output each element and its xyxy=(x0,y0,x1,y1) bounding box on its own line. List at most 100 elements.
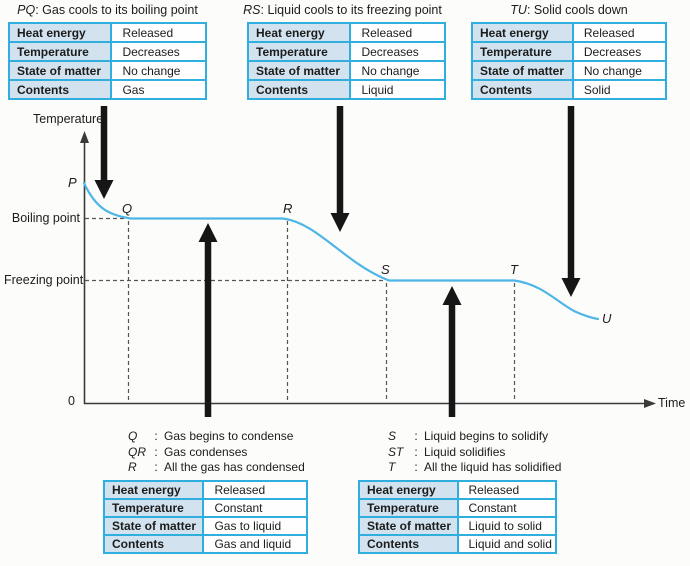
title-rest-tu: : Solid cools down xyxy=(526,3,628,17)
title-abbr-rs: RS xyxy=(243,3,261,17)
table-title-rs: RS: Liquid cools to its freezing point xyxy=(243,3,442,17)
point-label-t: T xyxy=(510,262,518,277)
table-tu-value: Released xyxy=(571,22,668,43)
point-label-s: S xyxy=(381,262,390,277)
point-label-p: P xyxy=(68,175,77,190)
table-qr-label: Contents xyxy=(102,534,205,554)
table-st: Heat energy Released Temperature Constant … xyxy=(358,480,557,554)
note-t: T: All the liquid has solidified xyxy=(388,460,561,476)
table-rs: Heat energy Released Temperature Decreases… xyxy=(246,22,446,100)
dashed-lines xyxy=(85,217,516,402)
note-key: T xyxy=(388,460,396,474)
table-qr-value: Constant xyxy=(202,498,308,518)
table-st-label: Contents xyxy=(358,534,459,554)
table-tu-value: No change xyxy=(571,60,668,81)
note-text: Gas condenses xyxy=(164,444,248,459)
table-tu-label: Heat energy xyxy=(471,22,574,43)
table-pq-value: Decreases xyxy=(110,41,207,62)
table-st-value: Released xyxy=(456,480,557,500)
title-rest-rs: : Liquid cools to its freezing point xyxy=(260,3,442,17)
table-rs-label: Contents xyxy=(246,79,352,100)
table-qr-value: Gas to liquid xyxy=(202,516,308,536)
table-pq-label: Heat energy xyxy=(7,22,113,43)
table-pq-value: Gas xyxy=(110,79,207,100)
point-label-u: U xyxy=(602,311,612,326)
cooling-curve xyxy=(82,181,600,321)
table-rs-value: Liquid xyxy=(349,79,446,100)
note-r: R: All the gas has condensed xyxy=(128,460,305,476)
table-st-label: Temperature xyxy=(358,498,459,518)
title-abbr-tu: TU xyxy=(510,3,527,17)
table-pq-label: Temperature xyxy=(7,41,113,62)
table-pq-value: No change xyxy=(110,60,207,81)
notes-condensation: Q: Gas begins to condense QR: Gas condense… xyxy=(128,429,305,476)
table-st-value: Constant xyxy=(456,498,557,518)
note-text: Gas begins to condense xyxy=(164,429,294,443)
table-pq-value: Released xyxy=(110,22,207,43)
freezing-point-label: Freezing point xyxy=(4,273,84,287)
arrow-up-qr xyxy=(198,223,218,417)
table-qr-value: Gas and liquid xyxy=(202,534,308,554)
note-text: All the liquid has solidified xyxy=(424,460,562,474)
arrow-down-rs xyxy=(330,106,350,232)
table-pq: Heat energy Released Temperature Decreases… xyxy=(7,22,207,100)
title-rest-pq: : Gas cools to its boiling point xyxy=(35,3,198,17)
table-rs-value: Decreases xyxy=(349,41,446,62)
note-colon: : xyxy=(414,444,418,459)
note-colon: : xyxy=(154,444,158,459)
table-st-label: Heat energy xyxy=(358,480,459,500)
table-st-value: Liquid and solid xyxy=(456,534,557,554)
table-rs-label: State of matter xyxy=(246,60,352,81)
table-tu-label: Temperature xyxy=(471,41,574,62)
table-rs-value: No change xyxy=(349,60,446,81)
table-qr-label: State of matter xyxy=(102,516,205,536)
note-text: Liquid begins to solidify xyxy=(424,429,549,443)
table-tu-value: Decreases xyxy=(571,41,668,62)
note-colon: : xyxy=(414,460,418,474)
table-pq-label: Contents xyxy=(7,79,113,100)
note-key: Q xyxy=(128,429,138,443)
x-axis-title: Time xyxy=(658,396,686,410)
table-tu-label: State of matter xyxy=(471,60,574,81)
boiling-point-label: Boiling point xyxy=(11,211,80,225)
note-colon: : xyxy=(154,429,158,443)
table-tu-label: Contents xyxy=(471,79,574,100)
y-axis-title: Temperature xyxy=(33,112,104,126)
table-title-pq: PQ: Gas cools to its boiling point xyxy=(8,3,207,17)
note-text: All the gas has condensed xyxy=(164,460,305,474)
arrow-up-st xyxy=(442,286,462,417)
note-colon: : xyxy=(414,429,418,443)
table-rs-value: Released xyxy=(349,22,446,43)
point-label-r: R xyxy=(283,201,293,216)
table-qr: Heat energy Released Temperature Constant … xyxy=(102,480,308,554)
table-pq-label: State of matter xyxy=(7,60,113,81)
table-st-value: Liquid to solid xyxy=(456,516,557,536)
title-abbr-pq: PQ xyxy=(17,3,36,17)
table-qr-label: Temperature xyxy=(102,498,205,518)
note-key: S xyxy=(388,429,397,443)
y-axis-arrowhead xyxy=(80,131,89,143)
table-rs-label: Heat energy xyxy=(246,22,352,43)
note-qr: QR: Gas condenses xyxy=(128,445,305,461)
point-label-q: Q xyxy=(122,201,133,216)
table-tu-value: Solid xyxy=(571,79,668,100)
arrow-down-tu xyxy=(561,106,581,297)
table-rs-label: Temperature xyxy=(246,41,352,62)
origin-label: 0 xyxy=(68,394,75,408)
table-st-label: State of matter xyxy=(358,516,459,536)
annotation-arrows xyxy=(94,106,581,417)
note-s: S: Liquid begins to solidify xyxy=(388,429,561,445)
note-key: R xyxy=(128,460,137,474)
note-st: ST: Liquid solidifies xyxy=(388,445,561,461)
table-qr-value: Released xyxy=(202,480,308,500)
arrow-down-pq xyxy=(94,106,114,199)
note-q: Q: Gas begins to condense xyxy=(128,429,305,445)
note-key: QR xyxy=(128,444,146,459)
axes xyxy=(83,142,646,405)
x-axis-arrowhead xyxy=(644,399,656,408)
note-colon: : xyxy=(154,460,158,474)
table-qr-label: Heat energy xyxy=(102,480,205,500)
table-title-tu: TU: Solid cools down xyxy=(471,3,667,17)
